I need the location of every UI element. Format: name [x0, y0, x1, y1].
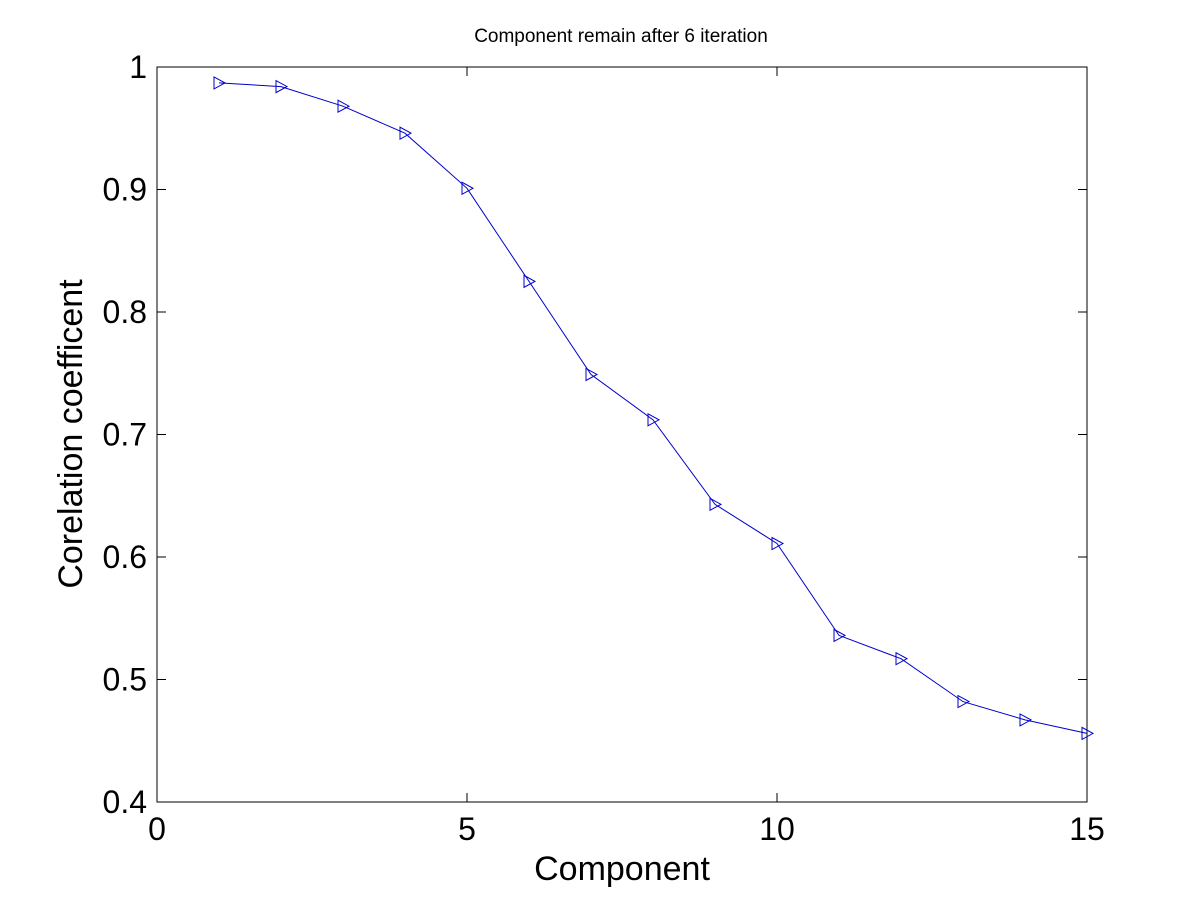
- y-axis-label: Corelation coefficent: [52, 279, 90, 589]
- data-point-marker: [461, 181, 475, 196]
- y-tick-label: 0.4: [103, 784, 147, 820]
- series-line: [218, 82, 1088, 734]
- data-point-marker: [213, 76, 227, 90]
- y-tick-label: 0.6: [103, 539, 147, 575]
- chart-title: Component remain after 6 iteration: [474, 26, 768, 47]
- data-point-marker: [275, 79, 289, 94]
- x-tick-label: 0: [148, 811, 166, 847]
- x-tick-label: 10: [759, 811, 795, 847]
- x-axis-label: Component: [534, 850, 710, 888]
- data-point-marker: [957, 694, 971, 709]
- y-tick-label: 0.5: [103, 662, 147, 698]
- x-tick-label: 5: [458, 811, 476, 847]
- data-point-marker: [1019, 713, 1033, 727]
- data-point-marker: [771, 536, 785, 551]
- data-point-marker: [647, 412, 661, 427]
- data-point-marker: [709, 497, 723, 512]
- data-point-marker: [1081, 726, 1095, 741]
- y-tick-label: 0.9: [103, 172, 147, 208]
- data-point-marker: [895, 651, 909, 666]
- data-point-marker: [337, 99, 351, 114]
- y-axis: 0.4 0.5 0.6 0.7 0.8 0.9 1: [103, 49, 1087, 820]
- y-tick-label: 0.8: [103, 294, 147, 330]
- series-group: [213, 76, 1095, 741]
- x-axis: 0 5 10 15: [148, 67, 1105, 847]
- y-tick-label: 1: [129, 49, 147, 85]
- data-point-marker: [833, 628, 847, 643]
- y-tick-label: 0.7: [103, 417, 147, 453]
- data-point-marker: [585, 367, 599, 382]
- data-point-marker: [523, 274, 537, 289]
- x-tick-label: 15: [1069, 811, 1105, 847]
- data-point-marker: [399, 126, 413, 140]
